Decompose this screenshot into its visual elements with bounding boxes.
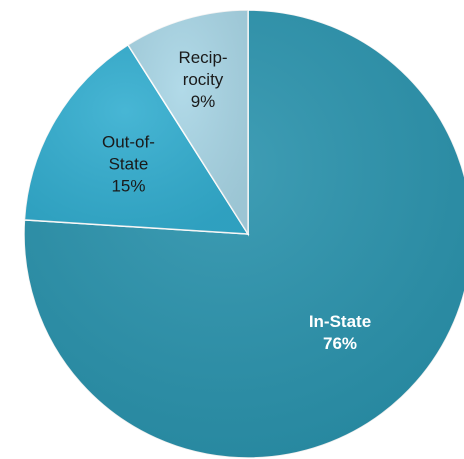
pie-label-line: 9% [191,92,216,111]
pie-label-reciprocity: Recip-rocity 9% [178,48,227,111]
pie-label-line: 15% [111,176,145,195]
pie-label-line: Out-of- [102,132,155,151]
pie-label-line: State [109,154,149,173]
pie-slices [23,9,464,459]
pie-slice-shading-reciprocity [127,10,248,234]
pie-label-line: rocity [183,70,224,89]
pie-label-line: In-State [309,312,371,331]
pie-labels: In-State 76% Out-of- State 15% Recip-rocity 9% [102,48,371,353]
pie-label-out-of-state: Out-of- State 15% [102,132,155,195]
pie-slice-shading-out-of-state [24,44,248,234]
pie-label-line: Recip- [178,48,227,67]
pie-label-line: 76% [323,334,357,353]
pie-label-in-state: In-State 76% [309,312,371,353]
